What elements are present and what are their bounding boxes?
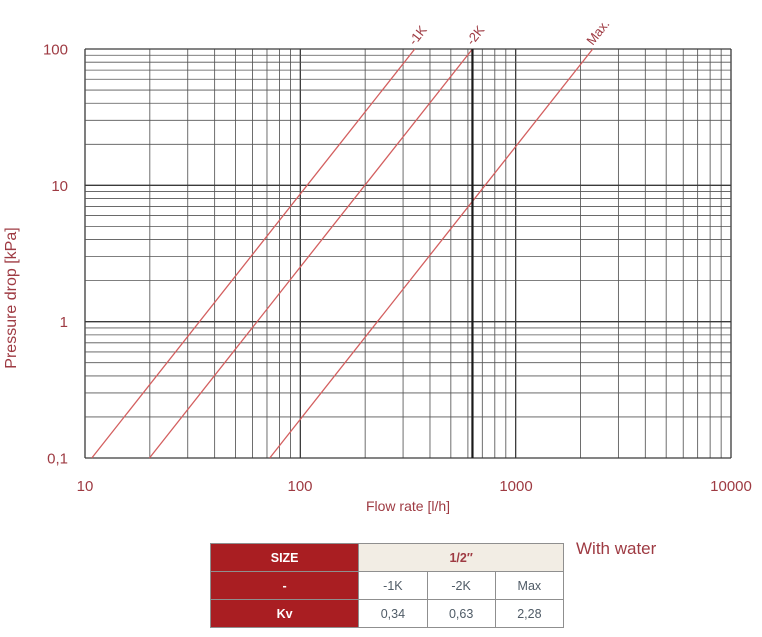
svg-text:Flow rate [l/h]: Flow rate [l/h]: [366, 498, 450, 514]
svg-text:10: 10: [77, 478, 94, 495]
svg-text:1000: 1000: [499, 478, 532, 495]
svg-text:-2K: -2K: [463, 22, 488, 47]
svg-text:1: 1: [60, 314, 68, 331]
svg-text:Max.: Max.: [583, 16, 612, 47]
svg-text:Pressure drop [kPa]: Pressure drop [kPa]: [3, 227, 20, 368]
svg-text:100: 100: [287, 478, 312, 495]
svg-text:0,1: 0,1: [47, 451, 68, 468]
svg-text:10000: 10000: [710, 478, 752, 495]
svg-text:-1K: -1K: [405, 22, 430, 47]
svg-text:100: 100: [43, 42, 68, 59]
svg-text:10: 10: [51, 178, 68, 195]
